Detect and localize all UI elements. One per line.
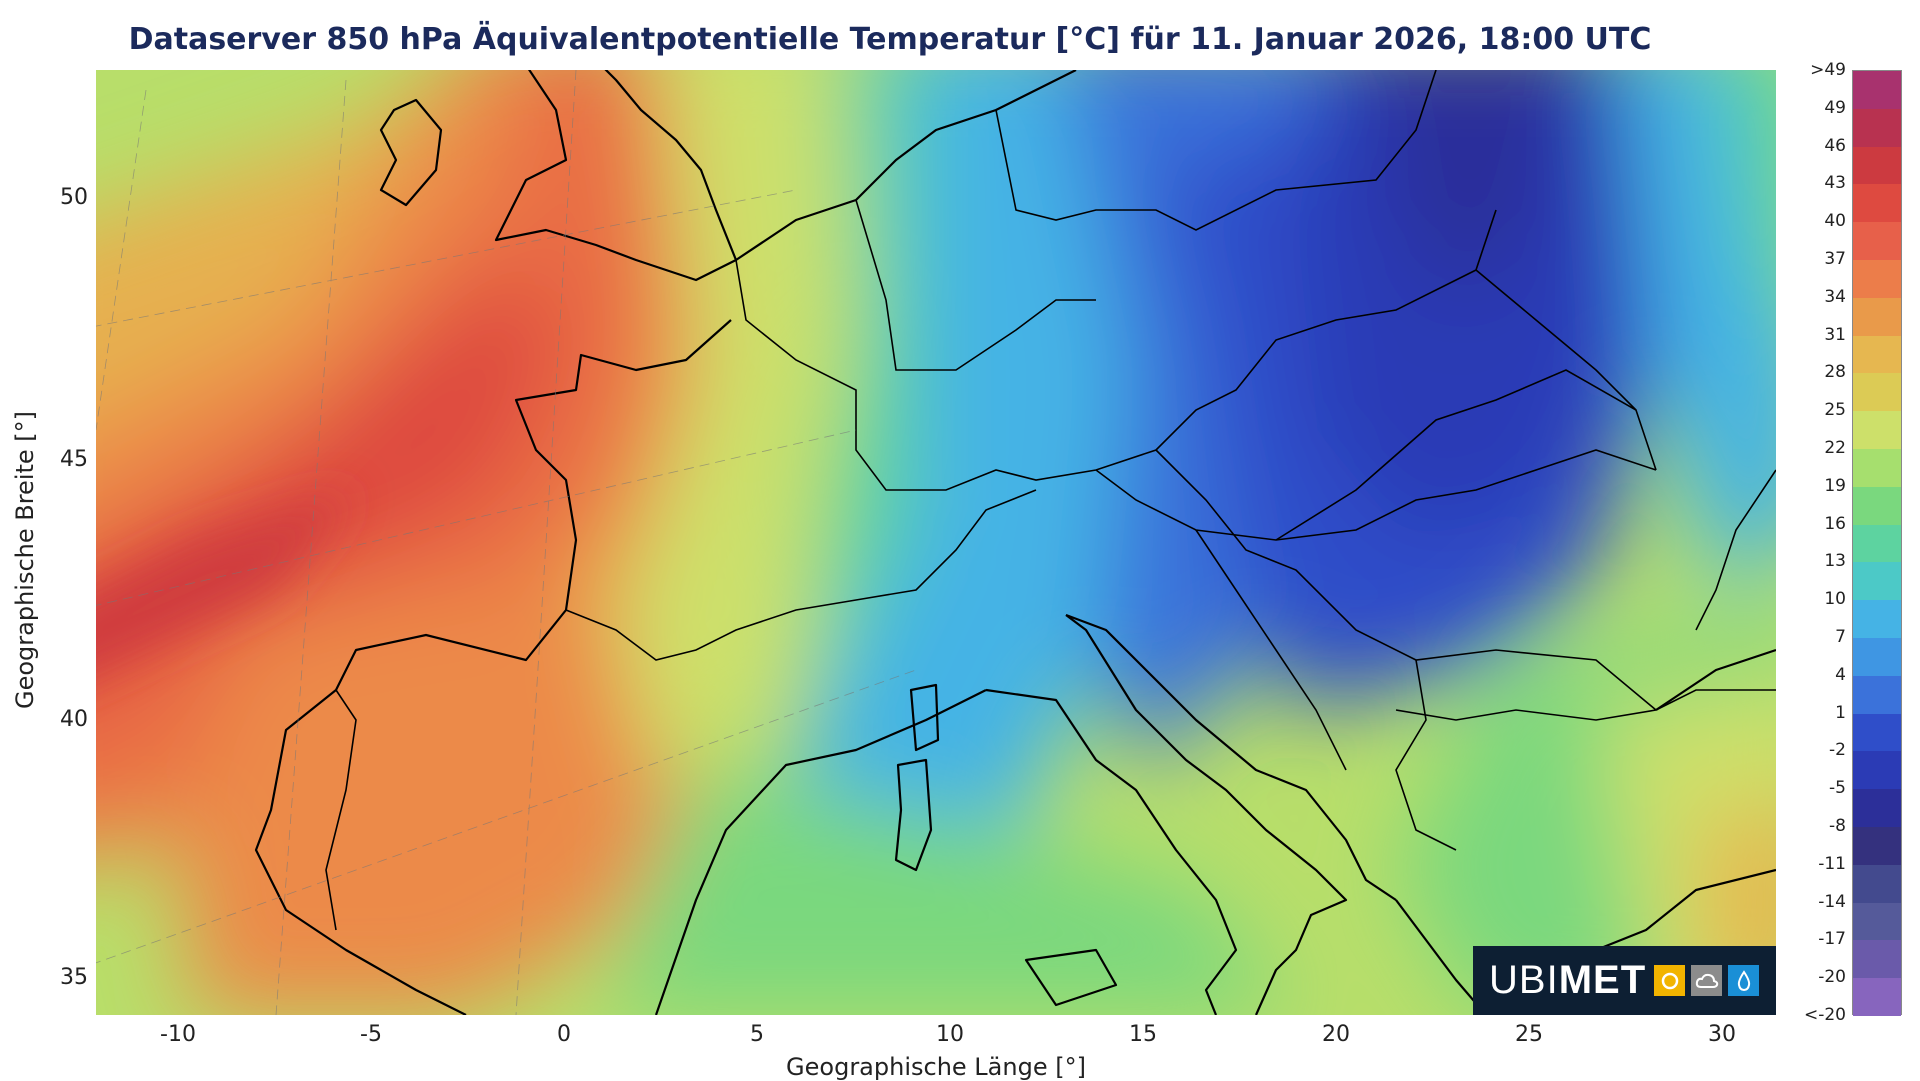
x-tick-label: 10 (936, 1022, 964, 1047)
colorbar-segment (1853, 827, 1901, 866)
colorbar-label: 46 (1824, 135, 1846, 156)
coastline-britain (494, 70, 738, 282)
x-axis-title: Geographische Länge [°] (786, 1053, 1086, 1081)
colorbar-segment (1853, 71, 1901, 110)
colorbar-segment (1853, 902, 1901, 941)
border (1155, 449, 1657, 711)
colorbar-label: -2 (1829, 740, 1846, 761)
y-tick-label: 35 (60, 965, 88, 990)
coastline-sardinia (894, 758, 933, 872)
coastline-ireland (379, 98, 443, 207)
colorbar-label: 13 (1824, 551, 1846, 572)
colorbar-segment (1853, 146, 1901, 185)
border (1195, 529, 1347, 771)
colorbar-segment (1853, 184, 1901, 223)
drop-icon (1728, 965, 1760, 996)
colorbar-label: 28 (1824, 362, 1846, 383)
colorbar-segment (1853, 789, 1901, 828)
coastline-med-west (654, 689, 987, 1015)
border (855, 199, 1096, 371)
border (1395, 709, 1657, 721)
y-tick-label: 50 (60, 185, 88, 210)
border (735, 209, 1497, 491)
chart-title: Dataserver 850 hPa Äquivalentpotentielle… (128, 22, 1652, 57)
colorbar-label: 4 (1835, 664, 1846, 685)
coastline-italy (985, 614, 1348, 1015)
colorbar-label: 37 (1824, 249, 1846, 269)
colorbar-segment (1853, 751, 1901, 790)
colorbar-label: 43 (1824, 173, 1846, 194)
colorbar-segment (1853, 411, 1901, 450)
colorbar-segment (1853, 373, 1901, 412)
ubimet-logo: UBIMET (1473, 946, 1776, 1015)
colorbar-label: 49 (1824, 97, 1846, 118)
x-tick-label: 20 (1322, 1022, 1350, 1047)
colorbar-label: -17 (1818, 929, 1846, 950)
colorbar-segment (1853, 600, 1901, 639)
border (1095, 449, 1657, 541)
colorbar-label: 34 (1824, 286, 1846, 307)
colorbar-segment (1853, 638, 1901, 677)
x-tick-label: 0 (557, 1022, 571, 1047)
colorbar-label: -20 (1818, 967, 1846, 988)
border (565, 489, 1037, 661)
x-tick-label: 5 (750, 1022, 764, 1047)
coastline-adriatic (1065, 613, 1397, 901)
colorbar-label: 40 (1824, 211, 1846, 232)
colorbar-label: -8 (1829, 816, 1846, 836)
colorbar-segment (1853, 562, 1901, 601)
sun-icon (1654, 965, 1686, 996)
map-field (96, 70, 1776, 1015)
y-axis-title: Geographische Breite [°] (11, 410, 39, 710)
colorbar-label: >49 (1810, 60, 1846, 80)
coastline-sicily (1024, 948, 1118, 1007)
colorbar-segment (1853, 940, 1901, 979)
border (1655, 689, 1776, 711)
colorbar (1852, 70, 1902, 1017)
colorbar-label: 31 (1824, 324, 1846, 345)
colorbar-segment (1853, 675, 1901, 715)
colorbar-segment (1853, 297, 1901, 337)
colorbar-label: 1 (1835, 702, 1846, 723)
colorbar-segment (1853, 864, 1901, 904)
colorbar-label: 22 (1824, 438, 1846, 458)
x-tick-label: 25 (1515, 1022, 1543, 1047)
logo-wordmark: UBIMET (1489, 958, 1647, 1002)
coastline-corsica (909, 683, 940, 752)
cloud-icon (1691, 965, 1723, 996)
colorbar-segment (1853, 222, 1901, 261)
colorbar-label: -11 (1818, 853, 1846, 874)
border (1475, 269, 1637, 411)
colorbar-segment (1853, 713, 1901, 752)
colorbar-label: -5 (1829, 778, 1846, 799)
colorbar-label: 19 (1824, 475, 1846, 496)
border (1395, 659, 1457, 851)
x-tick-label: 15 (1129, 1022, 1157, 1047)
y-tick-label: 45 (60, 447, 88, 472)
colorbar-segment (1853, 978, 1901, 1017)
colorbar-label: 10 (1824, 589, 1846, 610)
border (325, 689, 357, 931)
colorbar-label: 25 (1824, 400, 1846, 421)
x-tick-label: -10 (160, 1022, 196, 1047)
coastline-blacksea (1655, 648, 1776, 711)
y-tick-label: 40 (60, 707, 88, 732)
colorbar-label: 7 (1835, 627, 1846, 647)
colorbar-label: -14 (1818, 891, 1846, 912)
coastline-france-spain (254, 319, 732, 1015)
colorbar-segment (1853, 108, 1901, 148)
x-tick-label: -5 (360, 1022, 382, 1047)
colorbar-segment (1853, 524, 1901, 563)
colorbar-label: 16 (1824, 513, 1846, 534)
x-tick-label: 30 (1708, 1022, 1736, 1047)
colorbar-segment (1853, 486, 1901, 526)
colorbar-label: <-20 (1803, 1005, 1846, 1025)
border (995, 70, 1437, 231)
colorbar-segment (1853, 449, 1901, 488)
border (1695, 469, 1776, 631)
colorbar-segment (1853, 335, 1901, 374)
colorbar-segment (1853, 260, 1901, 299)
